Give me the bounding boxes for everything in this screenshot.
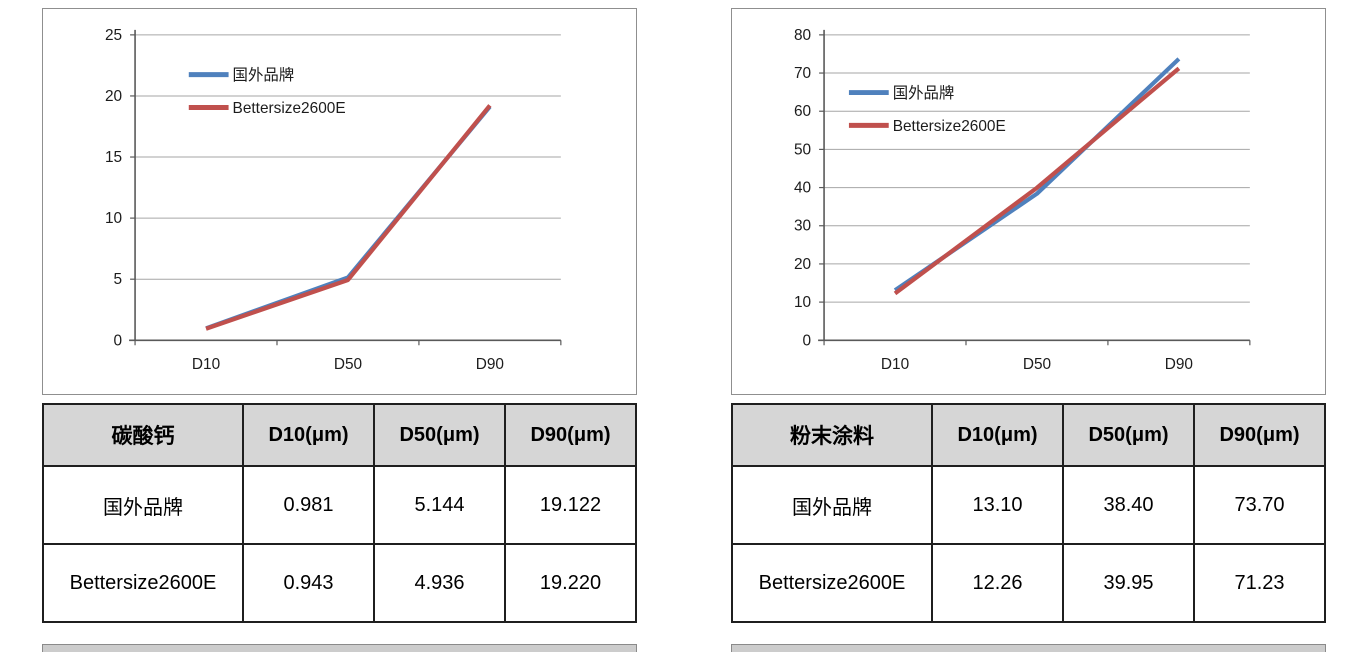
table-row: Bettersize2600E 0.943 4.936 19.220 [42, 543, 637, 623]
row-label: 国外品牌 [731, 465, 933, 545]
table-powder-coating: 粉末涂料 D10(μm) D50(μm) D90(μm) 国外品牌 13.10 … [731, 403, 1326, 623]
cell-d50: 39.95 [1062, 543, 1195, 623]
col-header-d50: D50(μm) [373, 403, 506, 467]
x-axis-category-label: D90 [1165, 356, 1193, 373]
x-axis-category-label: D90 [476, 356, 504, 373]
legend: 国外品牌 Bettersize2600E [848, 84, 1006, 135]
gridlines [130, 34, 561, 341]
col-header-d10: D10(μm) [242, 403, 375, 467]
row-label: Bettersize2600E [731, 543, 933, 623]
y-axis-tick-label: 5 [114, 271, 123, 288]
cell-d10: 0.981 [242, 465, 375, 545]
legend-label: 国外品牌 [893, 84, 955, 102]
cell-d10: 12.26 [931, 543, 1064, 623]
legend-label: Bettersize2600E [893, 118, 1006, 135]
chart-panel-powder-coating: 0 10 20 30 40 50 60 70 80 D10 D50 D90 国外品牌 Bettersize… [731, 8, 1326, 395]
legend-label: Bettersize2600E [233, 100, 346, 117]
x-axis-category-label: D50 [1023, 356, 1051, 373]
cell-d10: 13.10 [931, 465, 1064, 545]
row-label: 国外品牌 [42, 465, 244, 545]
line-chart-powder-coating: 0 10 20 30 40 50 60 70 80 D10 D50 D90 国外品牌 Bettersize… [794, 27, 1251, 373]
cell-d10: 0.943 [242, 543, 375, 623]
x-axis-category-label: D10 [881, 356, 909, 373]
y-axis-tick-label: 10 [105, 210, 122, 227]
series-line-1 [205, 104, 492, 331]
table-calcium-carbonate: 碳酸钙 D10(μm) D50(μm) D90(μm) 国外品牌 0.981 5… [42, 403, 637, 623]
y-axis-tick-label: 40 [794, 180, 811, 197]
calcium-carbonate-section: 0 5 10 15 20 25 D10 D50 D90 国外品牌 Bettersize2600E 碳… [42, 8, 637, 623]
y-axis-tick-label: 60 [794, 103, 811, 120]
y-axis-tick-label: 0 [114, 332, 123, 349]
row-label: Bettersize2600E [42, 543, 244, 623]
x-axis-category-label: D50 [334, 356, 362, 373]
table-title-cell: 粉末涂料 [731, 403, 933, 467]
y-axis-tick-label: 70 [794, 65, 811, 82]
y-axis-tick-label: 15 [105, 149, 122, 166]
powder-coating-section: 0 10 20 30 40 50 60 70 80 D10 D50 D90 国外品牌 Bettersize… [731, 8, 1326, 623]
col-header-d50: D50(μm) [1062, 403, 1195, 467]
cell-d50: 5.144 [373, 465, 506, 545]
col-header-d90: D90(μm) [504, 403, 637, 467]
chart-panel-calcium-carbonate: 0 5 10 15 20 25 D10 D50 D90 国外品牌 Bettersize2600E [42, 8, 637, 395]
cell-d90: 71.23 [1193, 543, 1326, 623]
legend: 国外品牌 Bettersize2600E [188, 66, 346, 117]
x-axis-category-label: D10 [192, 356, 220, 373]
table-header-row: 碳酸钙 D10(μm) D50(μm) D90(μm) [42, 403, 637, 467]
y-axis-tick-label: 10 [794, 294, 811, 311]
series-line-1 [893, 66, 1181, 296]
cropped-next-table-header-right [731, 644, 1326, 652]
y-axis-tick-label: 20 [794, 256, 811, 273]
y-axis-tick-label: 0 [803, 332, 812, 349]
cell-d90: 73.70 [1193, 465, 1326, 545]
cropped-next-table-header-left [42, 644, 637, 652]
legend-label: 国外品牌 [233, 66, 295, 84]
line-chart-calcium-carbonate: 0 5 10 15 20 25 D10 D50 D90 国外品牌 Bettersize2600E [105, 27, 562, 373]
cell-d50: 38.40 [1062, 465, 1195, 545]
col-header-d90: D90(μm) [1193, 403, 1326, 467]
y-axis-tick-label: 80 [794, 27, 811, 44]
table-row: 国外品牌 13.10 38.40 73.70 [731, 465, 1326, 545]
y-axis-tick-label: 20 [105, 88, 122, 105]
col-header-d10: D10(μm) [931, 403, 1064, 467]
cell-d50: 4.936 [373, 543, 506, 623]
cell-d90: 19.122 [504, 465, 637, 545]
y-axis-tick-label: 50 [794, 141, 811, 158]
y-axis-tick-label: 30 [794, 218, 811, 235]
series-line-0 [205, 105, 492, 331]
table-title-cell: 碳酸钙 [42, 403, 244, 467]
y-axis-tick-label: 25 [105, 27, 122, 44]
table-row: Bettersize2600E 12.26 39.95 71.23 [731, 543, 1326, 623]
table-header-row: 粉末涂料 D10(μm) D50(μm) D90(μm) [731, 403, 1326, 467]
cell-d90: 19.220 [504, 543, 637, 623]
table-row: 国外品牌 0.981 5.144 19.122 [42, 465, 637, 545]
